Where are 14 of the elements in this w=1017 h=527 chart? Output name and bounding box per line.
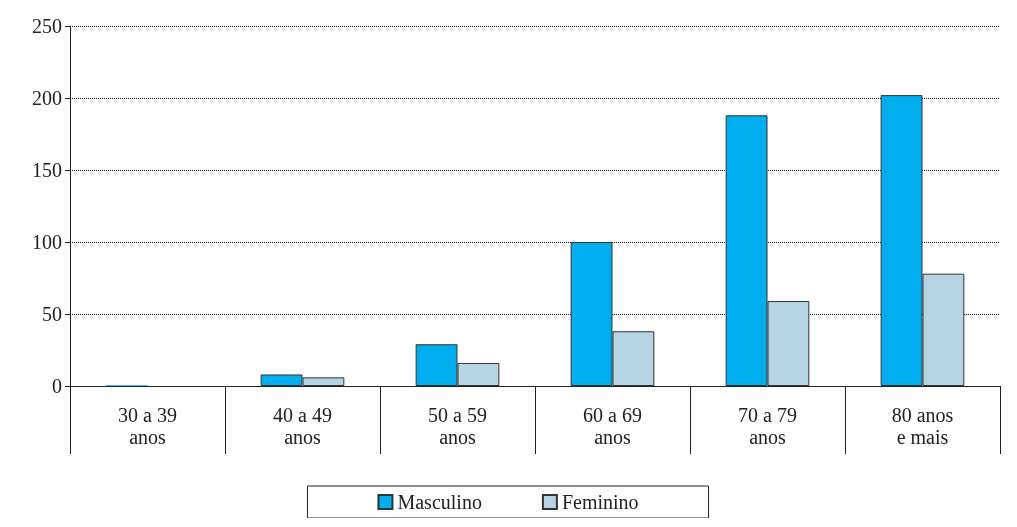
x-tick-label: 50 a 59 anos: [428, 404, 487, 448]
y-tick-label: 250: [32, 15, 62, 37]
y-tick-label: 200: [32, 87, 62, 109]
x-tick-label: 30 a 39 anos: [118, 404, 177, 448]
y-tick-label: 0: [52, 375, 62, 397]
y-tick-label: 150: [32, 159, 62, 181]
x-tick-label: 80 anos e mais: [891, 404, 954, 448]
legend-label: Feminino: [561, 491, 639, 513]
y-tick-label: 50: [42, 303, 62, 325]
x-tick-label: 40 a 49 anos: [273, 404, 332, 448]
x-tick-label: 60 a 69 anos: [583, 404, 642, 448]
x-tick-label: 70 a 79 anos: [738, 404, 797, 448]
y-tick-label: 100: [32, 231, 62, 253]
legend-label: Masculino: [397, 491, 482, 513]
